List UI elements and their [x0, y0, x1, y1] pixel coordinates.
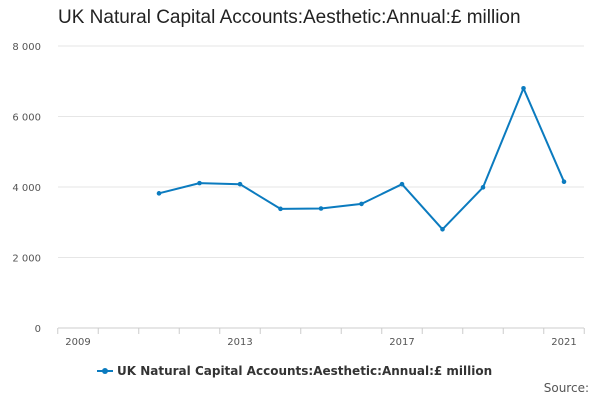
y-tick-label: 2 000 [12, 254, 41, 265]
y-tick-label: 6 000 [12, 113, 41, 124]
data-point [156, 191, 162, 196]
x-tick-label: 2021 [551, 337, 576, 348]
series-line [158, 87, 565, 231]
data-point [359, 201, 364, 207]
legend[interactable]: UK Natural Capital Accounts:Aesthetic:An… [97, 364, 492, 378]
data-point [480, 185, 486, 190]
y-tick-label: 8 000 [12, 42, 41, 53]
data-point [521, 86, 526, 91]
legend-swatch [97, 366, 113, 376]
x-tick-label: 2017 [389, 337, 414, 348]
data-point [440, 227, 445, 232]
y-tick-label: 4 000 [12, 183, 41, 194]
legend-label: UK Natural Capital Accounts:Aesthetic:An… [117, 364, 493, 378]
data-point [318, 206, 324, 211]
data-point [399, 181, 405, 187]
x-tick-label: 2009 [65, 337, 90, 348]
x-tick-label: 2013 [227, 337, 252, 348]
chart-title: UK Natural Capital Accounts:Aesthetic:An… [58, 7, 521, 28]
data-point [561, 179, 567, 185]
data-point [197, 180, 202, 186]
source-label: Source: [543, 381, 589, 395]
y-tick-label: 0 [35, 324, 41, 335]
data-point [278, 206, 283, 212]
data-point [237, 181, 243, 187]
